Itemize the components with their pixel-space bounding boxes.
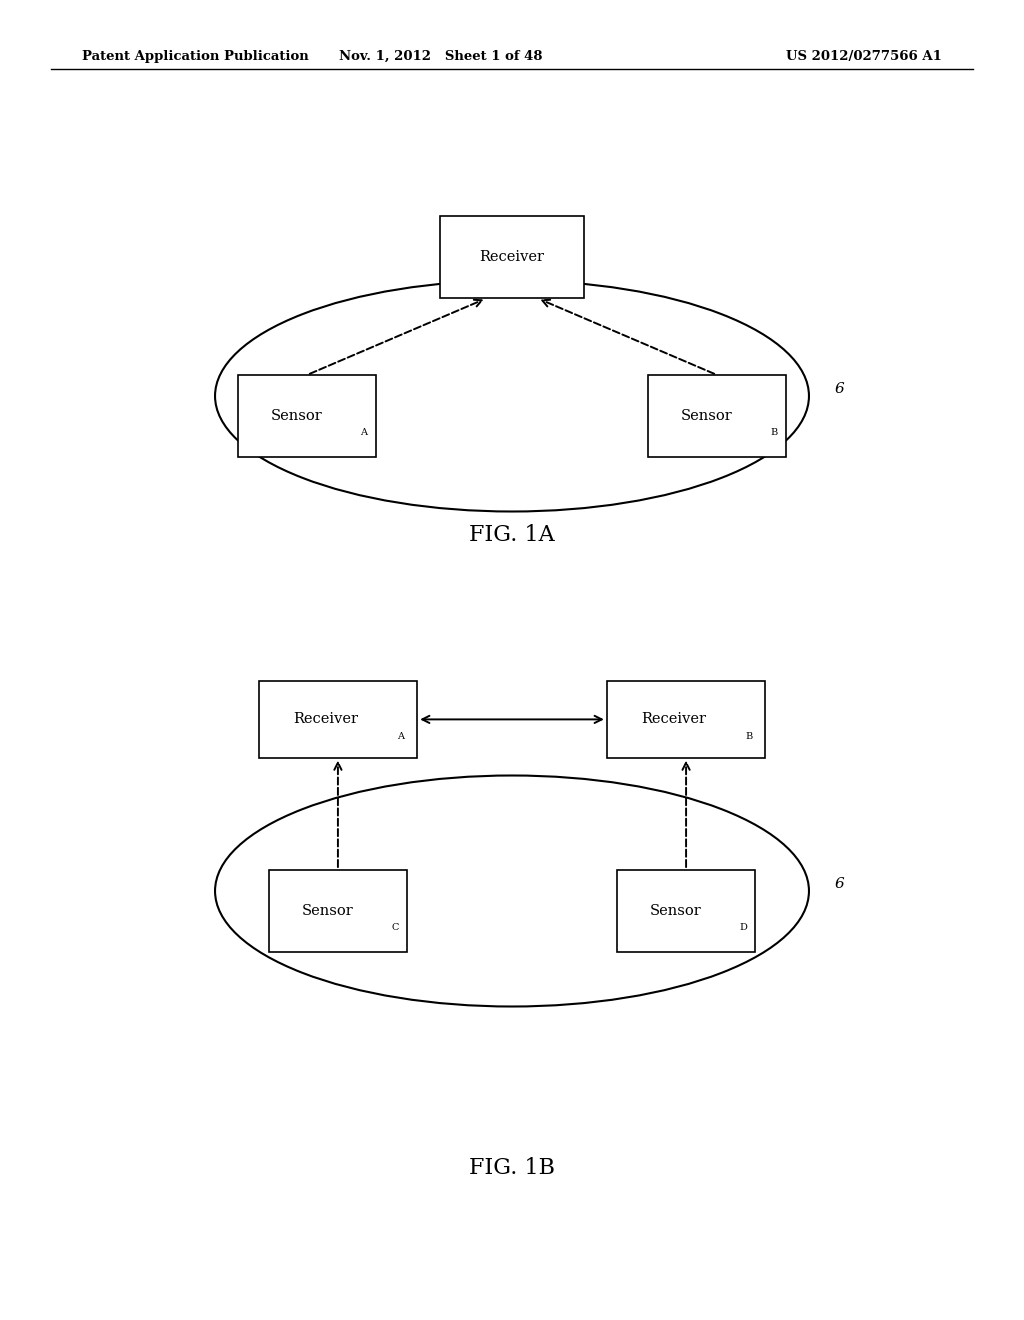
Text: Receiver: Receiver bbox=[479, 251, 545, 264]
Text: C: C bbox=[391, 924, 398, 932]
FancyBboxPatch shape bbox=[238, 375, 377, 457]
Text: D: D bbox=[739, 924, 748, 932]
Text: A: A bbox=[397, 733, 404, 741]
Text: Nov. 1, 2012   Sheet 1 of 48: Nov. 1, 2012 Sheet 1 of 48 bbox=[339, 50, 542, 63]
FancyBboxPatch shape bbox=[440, 216, 584, 298]
Text: Sensor: Sensor bbox=[302, 904, 353, 917]
FancyBboxPatch shape bbox=[268, 870, 408, 952]
Text: 6: 6 bbox=[835, 878, 845, 891]
FancyBboxPatch shape bbox=[616, 870, 756, 952]
Text: B: B bbox=[745, 733, 753, 741]
FancyBboxPatch shape bbox=[258, 681, 418, 758]
FancyBboxPatch shape bbox=[647, 375, 786, 457]
Text: FIG. 1A: FIG. 1A bbox=[469, 524, 555, 545]
FancyBboxPatch shape bbox=[606, 681, 766, 758]
Text: Sensor: Sensor bbox=[271, 409, 323, 422]
Text: Receiver: Receiver bbox=[641, 713, 707, 726]
Text: A: A bbox=[360, 429, 368, 437]
Text: Sensor: Sensor bbox=[650, 904, 701, 917]
Text: US 2012/0277566 A1: US 2012/0277566 A1 bbox=[786, 50, 942, 63]
Text: FIG. 1B: FIG. 1B bbox=[469, 1158, 555, 1179]
Text: 6: 6 bbox=[835, 383, 845, 396]
Text: B: B bbox=[770, 429, 777, 437]
Ellipse shape bbox=[215, 281, 809, 512]
Text: Receiver: Receiver bbox=[293, 713, 358, 726]
Text: Sensor: Sensor bbox=[681, 409, 732, 422]
Ellipse shape bbox=[215, 776, 809, 1006]
Text: Patent Application Publication: Patent Application Publication bbox=[82, 50, 308, 63]
